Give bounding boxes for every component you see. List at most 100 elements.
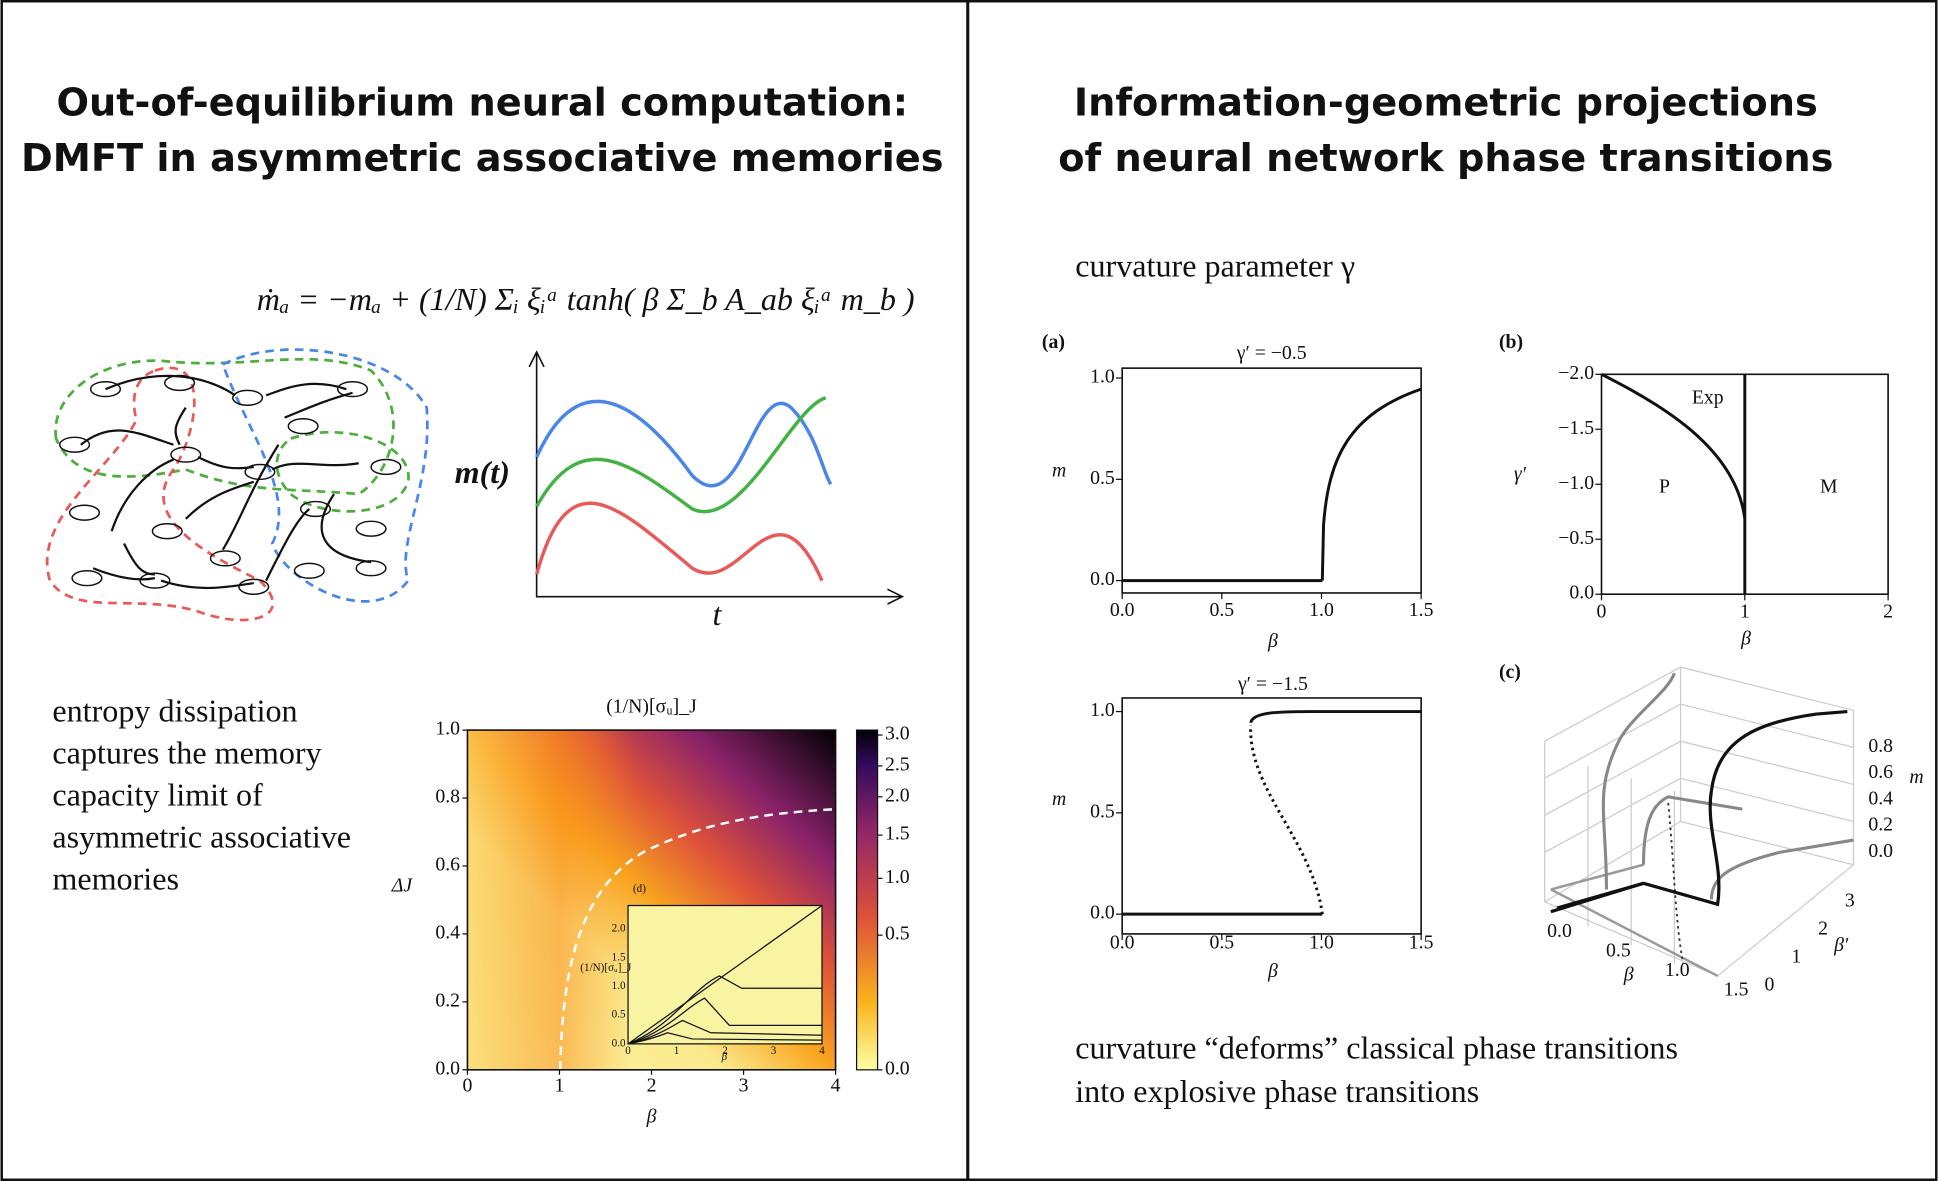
tick-label: 0.0 bbox=[1569, 582, 1594, 604]
axis-label: β′ bbox=[1833, 934, 1849, 956]
network-arrows bbox=[80, 374, 372, 590]
tick-label: 1.0 bbox=[1090, 699, 1115, 721]
description-line: entropy dissipation bbox=[52, 692, 297, 728]
tick-label: −0.5 bbox=[1558, 527, 1594, 549]
tick-label: 3 bbox=[1845, 889, 1855, 911]
panel-label: (b) bbox=[1499, 331, 1523, 353]
equation: ṁₐ = −mₐ + (1/N) Σᵢ ξᵢᵃ tanh( β Σ_b A_ab… bbox=[257, 281, 915, 317]
tick-label: 0 bbox=[625, 1045, 631, 1057]
tick-label: 1.5 bbox=[1724, 978, 1749, 1000]
axis-label: β bbox=[1740, 627, 1751, 649]
curve bbox=[1600, 372, 1747, 595]
tick-label: 1.0 bbox=[1665, 959, 1690, 981]
tick-label: 0.5 bbox=[1209, 931, 1234, 953]
tick-label: 0.5 bbox=[885, 923, 910, 945]
panel-label: (c) bbox=[1499, 661, 1521, 683]
plot-3d bbox=[1544, 666, 1855, 978]
network-nodes bbox=[59, 374, 402, 595]
tick-label: 1.0 bbox=[1309, 931, 1334, 953]
tick-label: 1.0 bbox=[612, 980, 626, 992]
tick-label: 0.6 bbox=[435, 854, 460, 876]
axis-label: β bbox=[721, 1051, 728, 1063]
tick-label: 0.0 bbox=[612, 1037, 626, 1049]
panel-title: γ′ = −1.5 bbox=[1237, 673, 1308, 695]
tick-label: 0.0 bbox=[1547, 920, 1572, 942]
tick-label: 2 bbox=[1883, 600, 1893, 622]
region-label: P bbox=[1659, 475, 1670, 497]
axis-label: t bbox=[713, 596, 723, 632]
tick-label: 1.0 bbox=[1309, 599, 1334, 621]
tick-label: 1 bbox=[674, 1045, 680, 1057]
tick-label: 2 bbox=[1818, 917, 1828, 939]
tick-label: 0.0 bbox=[1868, 840, 1893, 862]
tick-label: 2 bbox=[647, 1075, 657, 1097]
tick-label: 0 bbox=[1765, 973, 1775, 995]
tick-label: 0.2 bbox=[435, 989, 460, 1011]
network bbox=[46, 348, 429, 622]
tick-label: −1.0 bbox=[1558, 472, 1594, 494]
tick-label: 1.5 bbox=[612, 951, 626, 963]
tick-label: 3.0 bbox=[885, 723, 910, 745]
tick-label: 1.0 bbox=[885, 866, 910, 888]
axis-label: β bbox=[646, 1106, 657, 1128]
panel-title: γ′ = −0.5 bbox=[1236, 342, 1307, 364]
tick-label: 4 bbox=[819, 1045, 825, 1057]
axis-label: m bbox=[1052, 788, 1066, 810]
curve-unstable bbox=[1249, 725, 1324, 915]
tick-label: 0.2 bbox=[1868, 814, 1893, 836]
axis-label: γ′ bbox=[1514, 463, 1527, 485]
tick-label: 0.0 bbox=[1110, 599, 1135, 621]
tick-label: 1 bbox=[1740, 600, 1750, 622]
caption: into explosive phase transitions bbox=[1075, 1073, 1479, 1109]
tick-label: 1 bbox=[555, 1075, 565, 1097]
tick-label: 0.5 bbox=[1090, 467, 1115, 489]
caption: curvature parameter γ bbox=[1075, 248, 1355, 284]
tick-label: 0.4 bbox=[435, 921, 460, 943]
description-line: asymmetric associative bbox=[52, 818, 351, 854]
tick-label: 1.0 bbox=[435, 718, 460, 740]
tick-label: 3 bbox=[771, 1045, 777, 1057]
description-line: capacity limit of bbox=[52, 776, 263, 812]
axis-label: m bbox=[1909, 766, 1923, 788]
tick-label: 1.0 bbox=[1090, 366, 1115, 388]
mt-plot bbox=[528, 350, 905, 605]
tick-label: 0.5 bbox=[1209, 599, 1234, 621]
tick-label: 0.0 bbox=[885, 1057, 910, 1079]
axis-label: (1/N)[σᵤ]_J bbox=[580, 962, 632, 974]
title: Out-of-equilibrium neural computation: bbox=[56, 81, 908, 126]
tick-label: 2.5 bbox=[885, 753, 910, 775]
tick-label: −2.0 bbox=[1558, 362, 1594, 384]
title: DMFT in asymmetric associative memories bbox=[21, 136, 944, 181]
tick-label: 0.8 bbox=[435, 786, 460, 808]
axes bbox=[1121, 697, 1422, 935]
axis-label: ΔJ bbox=[391, 875, 414, 897]
tick-label: 0.5 bbox=[612, 1009, 626, 1021]
tick-label: 0.5 bbox=[1090, 800, 1115, 822]
tick-label: 0.5 bbox=[1606, 940, 1631, 962]
heatmap-title: (1/N)[σᵤ]_J bbox=[606, 695, 697, 717]
region-label: M bbox=[1820, 475, 1838, 497]
tick-label: 1.5 bbox=[1409, 599, 1434, 621]
caption: curvature “deforms” classical phase tran… bbox=[1075, 1030, 1678, 1066]
panel-label: (a) bbox=[1042, 331, 1065, 353]
tick-label: 0 bbox=[1597, 600, 1607, 622]
axis-label: β bbox=[1623, 963, 1634, 985]
description-line: memories bbox=[52, 860, 179, 896]
tick-label: 1.5 bbox=[1409, 931, 1434, 953]
tick-label: 2.0 bbox=[612, 923, 626, 935]
axis-label: β bbox=[1267, 960, 1278, 982]
title: of neural network phase transitions bbox=[1058, 136, 1833, 181]
region-label: Exp bbox=[1692, 387, 1724, 409]
tick-label: 4 bbox=[831, 1075, 841, 1097]
panel-label: (d) bbox=[633, 883, 646, 895]
axis-label: m(t) bbox=[455, 454, 510, 490]
tick-label: 0.0 bbox=[1110, 931, 1135, 953]
tick-label: 1.5 bbox=[885, 823, 910, 845]
axes bbox=[1121, 367, 1422, 594]
tick-label: 3 bbox=[739, 1075, 749, 1097]
tick-label: 0.0 bbox=[1090, 902, 1115, 924]
axis-label: m bbox=[1052, 459, 1066, 481]
curve bbox=[1122, 387, 1422, 583]
title: Information-geometric projections bbox=[1074, 81, 1818, 126]
